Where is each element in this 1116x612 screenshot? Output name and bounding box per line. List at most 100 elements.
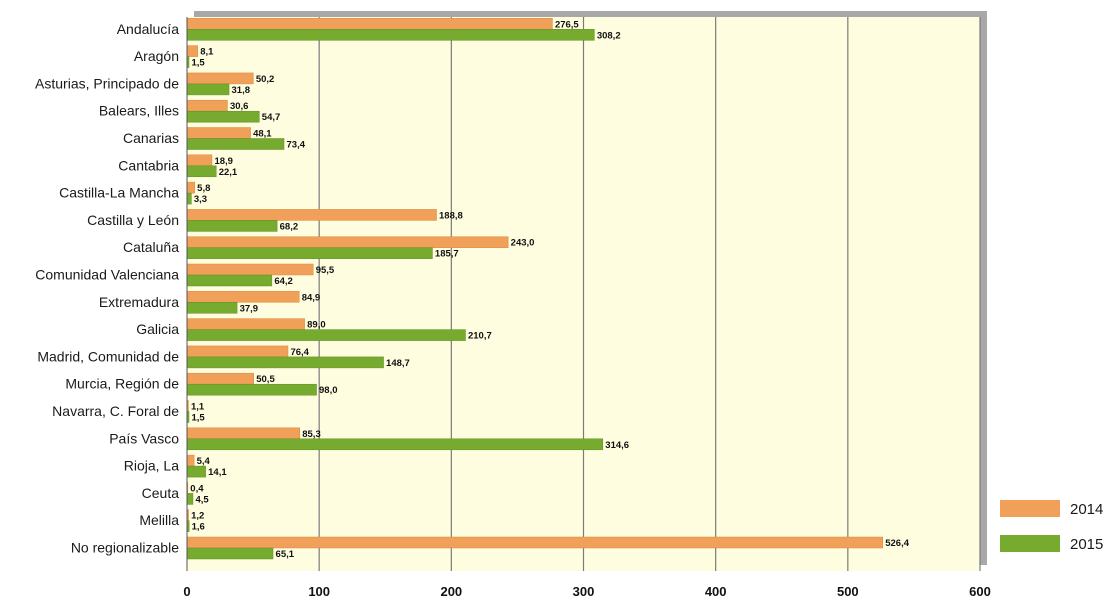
x-tick-label: 200 (440, 584, 462, 599)
category-label: No regionalizable (71, 540, 179, 556)
bar-2015 (186, 138, 285, 150)
data-label: 276,5 (555, 19, 579, 30)
data-label: 185,7 (435, 249, 459, 260)
category-label: Rioja, La (124, 458, 179, 474)
category-label: Madrid, Comunidad de (37, 348, 179, 364)
legend-label: 2014 (1070, 501, 1103, 518)
data-label: 1,2 (191, 511, 204, 522)
category-label: Ceuta (142, 485, 180, 501)
data-label: 95,5 (316, 265, 335, 276)
data-label: 64,2 (274, 276, 293, 287)
bar-2014 (186, 127, 251, 139)
bar-2015 (186, 438, 604, 451)
bar-2014 (186, 263, 314, 276)
bar-2015 (186, 165, 217, 178)
category-label: Aragón (134, 48, 179, 64)
data-label: 98,0 (319, 385, 338, 396)
bar-2014 (186, 318, 305, 330)
bar-2014 (186, 209, 437, 221)
legend-swatch (1000, 500, 1060, 517)
data-label: 22,1 (219, 167, 238, 178)
data-label: 73,4 (287, 140, 306, 151)
category-label: Cantabria (118, 157, 179, 173)
bar-2014 (186, 45, 198, 57)
data-label: 526,4 (885, 538, 909, 549)
category-label: Melilla (139, 512, 179, 528)
bar-2015 (186, 465, 206, 478)
data-label: 210,7 (468, 331, 492, 342)
data-label: 1,5 (191, 58, 205, 69)
data-label: 50,2 (256, 74, 274, 85)
bar-2015 (186, 247, 433, 259)
legend-label: 2015 (1070, 536, 1103, 553)
bar-2014 (186, 18, 553, 30)
data-label: 0,4 (190, 483, 204, 494)
x-tick-label: 100 (308, 584, 330, 599)
data-label: 85,3 (302, 429, 321, 440)
category-label: Galicia (136, 321, 179, 337)
category-label: Castilla-La Mancha (59, 185, 179, 201)
data-label: 48,1 (253, 129, 272, 140)
category-label: Asturias, Principado de (35, 75, 179, 91)
bar-2015 (186, 29, 595, 41)
data-label: 54,7 (262, 112, 281, 123)
bar-2015 (186, 356, 384, 369)
bar-2014 (186, 236, 509, 248)
category-label: Extremadura (99, 294, 179, 310)
bar-2014 (186, 154, 213, 167)
bar-2014 (186, 427, 300, 440)
category-label: Balears, Illes (99, 103, 179, 119)
bar-2015 (186, 547, 274, 560)
legend-swatch (1000, 535, 1060, 552)
bar-2014 (186, 454, 195, 467)
bar-2014 (186, 181, 195, 194)
data-label: 5,8 (197, 183, 210, 194)
data-label: 3,3 (194, 194, 207, 205)
data-label: 1,1 (191, 402, 205, 413)
data-label: 31,8 (232, 85, 251, 96)
data-label: 1,5 (191, 413, 205, 424)
bar-2015 (186, 383, 317, 396)
data-label: 68,2 (280, 221, 299, 232)
category-label: País Vasco (109, 430, 179, 446)
bar-2015 (186, 274, 273, 287)
x-tick-label: 400 (705, 584, 727, 599)
data-label: 148,7 (386, 358, 410, 369)
bar-2015 (186, 192, 192, 205)
data-label: 308,2 (597, 30, 621, 41)
data-label: 76,4 (290, 347, 309, 358)
bar-2014 (186, 291, 300, 303)
data-label: 37,9 (240, 303, 259, 314)
data-label: 89,0 (307, 320, 326, 331)
x-tick-label: 500 (837, 584, 859, 599)
data-label: 4,5 (195, 494, 209, 505)
data-label: 5,4 (197, 456, 211, 467)
bar-2014 (186, 99, 228, 112)
bar-2014 (186, 72, 254, 85)
category-label: Comunidad Valenciana (35, 267, 179, 283)
category-label: Canarias (123, 130, 179, 146)
category-label: Navarra, C. Foral de (52, 403, 179, 419)
bar-2014 (186, 345, 289, 358)
data-label: 18,9 (214, 156, 233, 167)
category-label: Andalucía (117, 21, 179, 37)
x-tick-label: 600 (969, 584, 991, 599)
bar-2014 (186, 536, 883, 549)
bar-2015 (186, 329, 466, 341)
data-label: 30,6 (230, 101, 249, 112)
data-label: 188,8 (439, 210, 463, 221)
category-label: Murcia, Región de (65, 376, 179, 392)
category-label: Cataluña (123, 239, 179, 255)
data-label: 243,0 (511, 238, 535, 249)
x-tick-label: 300 (573, 584, 595, 599)
x-tick-label: 0 (183, 584, 190, 599)
bar-2014 (186, 372, 254, 385)
data-label: 1,6 (192, 522, 205, 533)
data-label: 65,1 (276, 549, 295, 560)
data-label: 14,1 (208, 467, 227, 478)
bar-2015 (186, 220, 278, 232)
data-label: 84,9 (302, 292, 321, 303)
data-label: 314,6 (605, 440, 629, 451)
bar-2015 (186, 302, 238, 314)
